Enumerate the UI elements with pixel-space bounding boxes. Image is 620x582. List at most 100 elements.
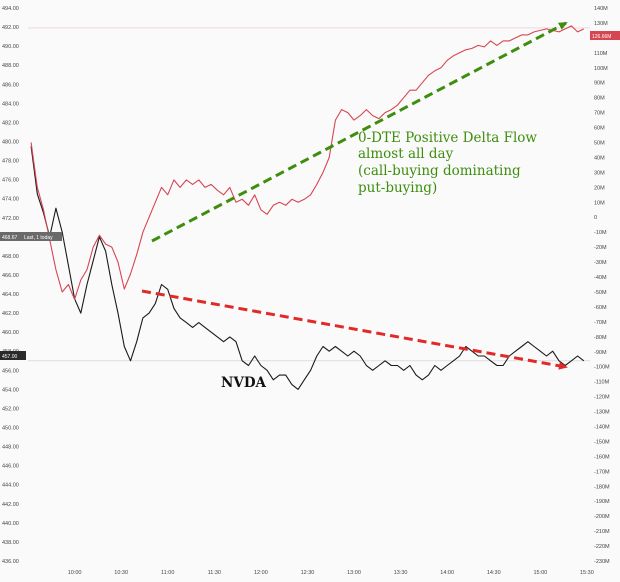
right-axis-tick-label: -150M bbox=[594, 439, 610, 445]
left-axis-tick-label: 464.00 bbox=[2, 292, 19, 298]
x-axis-tick-label: 14:30 bbox=[487, 570, 501, 576]
left-axis-tick-label: 462.00 bbox=[2, 311, 19, 317]
green-trend-arrow bbox=[151, 21, 568, 243]
right-axis-tick-label: 110M bbox=[594, 51, 608, 57]
left-axis-tick-label: 460.00 bbox=[2, 330, 19, 336]
right-axis-tick-label: -10M bbox=[594, 230, 607, 236]
x-axis-tick-label: 11:30 bbox=[208, 570, 221, 576]
left-secondary-tag-suffix: Last, 1 today bbox=[24, 235, 53, 241]
right-axis-tick-label: 0 bbox=[594, 215, 597, 221]
left-secondary-tag: 468.67 Last, 1 today bbox=[0, 232, 62, 241]
flow-annotation-line-4: put-buying) bbox=[358, 180, 437, 196]
right-axis-tick-label: 70M bbox=[594, 111, 605, 117]
x-axis-tick-label: 12:00 bbox=[254, 570, 268, 576]
left-axis-tick-label: 484.00 bbox=[2, 101, 19, 107]
left-current-tag-value: 457.00 bbox=[2, 354, 18, 360]
right-axis-tick-label: -160M bbox=[594, 454, 610, 460]
flow-annotation-line-2: almost all day bbox=[358, 146, 454, 162]
right-axis-tick-label: -110M bbox=[594, 380, 610, 386]
right-axis-tick-label: 80M bbox=[594, 96, 605, 102]
left-axis-tick-label: 478.00 bbox=[2, 159, 19, 165]
x-axis-tick-label: 15:00 bbox=[533, 570, 547, 576]
right-axis: 140M130M120M110M100M90M80M70M60M50M40M30… bbox=[594, 6, 610, 565]
right-axis-tick-label: 140M bbox=[594, 6, 608, 12]
delta-flow-line bbox=[30, 25, 585, 300]
right-axis-tick-label: -20M bbox=[594, 245, 607, 251]
right-axis-tick-label: -120M bbox=[594, 395, 610, 401]
right-axis-tick-label: 30M bbox=[594, 170, 605, 176]
right-axis-tick-label: -230M bbox=[594, 559, 610, 565]
right-axis-tick-label: -190M bbox=[594, 499, 610, 505]
left-axis-tick-label: 468.00 bbox=[2, 254, 19, 260]
right-axis-tick-label: 50M bbox=[594, 141, 605, 147]
x-axis-tick-label: 13:00 bbox=[347, 570, 361, 576]
flow-annotation: 0-DTE Positive Delta Flow almost all day… bbox=[358, 130, 537, 196]
x-axis-tick-label: 14:00 bbox=[440, 570, 454, 576]
right-axis-tick-label: -80M bbox=[594, 335, 607, 341]
series-lines bbox=[30, 25, 585, 390]
right-axis-tick-label: 20M bbox=[594, 185, 605, 191]
left-axis-tick-label: 456.00 bbox=[2, 368, 19, 374]
x-axis-tick-label: 12:30 bbox=[301, 570, 315, 576]
right-axis-tick-label: -50M bbox=[594, 290, 607, 296]
left-axis-tick-label: 476.00 bbox=[2, 178, 19, 184]
right-axis-tick-label: 60M bbox=[594, 126, 605, 132]
right-axis-tick-label: -170M bbox=[594, 469, 610, 475]
right-axis-tick-label: -210M bbox=[594, 529, 610, 535]
right-axis-tick-label: -70M bbox=[594, 320, 607, 326]
left-axis-tick-label: 448.00 bbox=[2, 445, 19, 451]
right-axis-tick-label: -200M bbox=[594, 514, 610, 520]
left-axis-tick-label: 438.00 bbox=[2, 540, 19, 546]
right-axis-tick-label: 130M bbox=[594, 21, 608, 27]
right-axis-tick-label: 100M bbox=[594, 66, 608, 72]
left-axis-tick-label: 488.00 bbox=[2, 63, 19, 69]
red-trend-arrow bbox=[141, 289, 568, 370]
left-current-tag: 457.00 bbox=[0, 351, 26, 360]
left-axis-tick-label: 480.00 bbox=[2, 139, 19, 145]
right-axis-tick-label: 90M bbox=[594, 81, 605, 87]
left-axis-tick-label: 450.00 bbox=[2, 426, 19, 432]
left-axis-tick-label: 436.00 bbox=[2, 559, 19, 565]
x-axis: 10:00 10:30 11:00 11:30 12:00 12:30 13:00 13:30… bbox=[68, 570, 594, 576]
left-axis-tick-label: 446.00 bbox=[2, 464, 19, 470]
left-axis-tick-label: 482.00 bbox=[2, 120, 19, 126]
left-axis-tick-label: 454.00 bbox=[2, 387, 19, 393]
right-axis-tick-label: -90M bbox=[594, 350, 607, 356]
left-axis-tick-label: 440.00 bbox=[2, 521, 19, 527]
right-axis-tick-label: 10M bbox=[594, 200, 605, 206]
left-axis-tick-label: 494.00 bbox=[2, 6, 19, 12]
flow-annotation-line-1: 0-DTE Positive Delta Flow bbox=[358, 130, 537, 146]
left-axis-tick-label: 452.00 bbox=[2, 406, 19, 412]
left-axis-tick-label: 442.00 bbox=[2, 502, 19, 508]
x-axis-tick-label: 11:00 bbox=[161, 570, 174, 576]
right-current-tag-value: 126.66M bbox=[592, 34, 611, 40]
x-axis-tick-label: 10:00 bbox=[68, 570, 82, 576]
right-axis-tick-label: -220M bbox=[594, 544, 610, 550]
flow-annotation-line-3: (call-buying dominating bbox=[358, 163, 521, 179]
left-axis-tick-label: 472.00 bbox=[2, 216, 19, 222]
left-axis-tick-label: 490.00 bbox=[2, 44, 19, 50]
left-axis-tick-label: 474.00 bbox=[2, 197, 19, 203]
right-axis-tick-label: -60M bbox=[594, 305, 607, 311]
nvda-price-line bbox=[30, 146, 585, 390]
right-current-tag: 126.66M bbox=[590, 31, 620, 40]
ticker-label: NVDA bbox=[221, 375, 267, 391]
left-secondary-tag-value: 468.67 bbox=[2, 235, 18, 241]
left-axis-tick-label: 466.00 bbox=[2, 273, 19, 279]
x-axis-tick-label: 10:30 bbox=[114, 570, 128, 576]
left-axis-tick-label: 486.00 bbox=[2, 82, 19, 88]
right-axis-tick-label: -100M bbox=[594, 365, 610, 371]
right-axis-tick-label: -130M bbox=[594, 410, 610, 416]
left-axis-tick-label: 492.00 bbox=[2, 25, 19, 31]
right-axis-tick-label: -30M bbox=[594, 260, 607, 266]
right-axis-tick-label: 40M bbox=[594, 155, 605, 161]
gridlines bbox=[28, 27, 590, 362]
left-axis-tick-label: 444.00 bbox=[2, 483, 19, 489]
x-axis-tick-label: 13:30 bbox=[394, 570, 408, 576]
right-axis-tick-label: -140M bbox=[594, 424, 610, 430]
right-axis-tick-label: -40M bbox=[594, 275, 607, 281]
right-axis-tick-label: -180M bbox=[594, 484, 610, 490]
x-axis-tick-label: 15:30 bbox=[580, 570, 594, 576]
